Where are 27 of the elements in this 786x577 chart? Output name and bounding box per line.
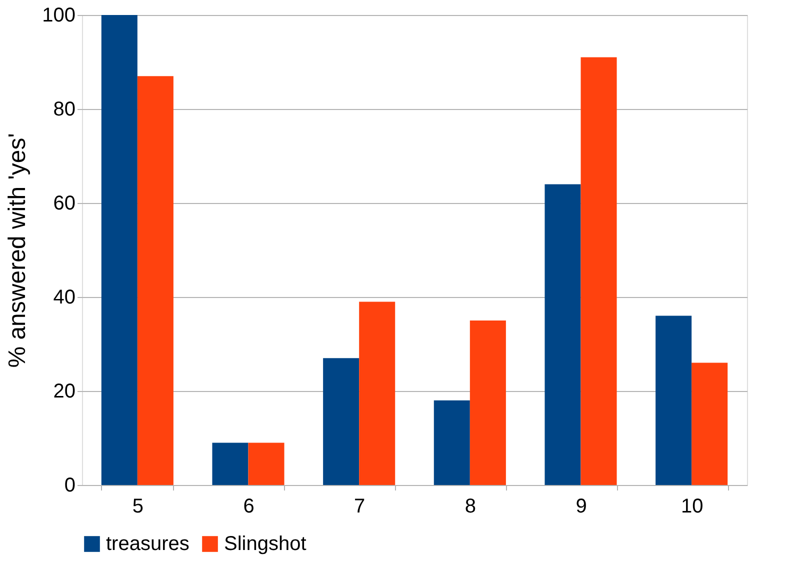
x-tick-label: 10 [680,496,704,518]
x-tick-label: 5 [132,496,144,518]
bar [580,57,617,485]
bar [656,316,692,485]
x-tick-label: 7 [354,496,366,518]
x-tick-label: 6 [243,496,254,518]
bar [212,442,248,485]
bar [359,302,396,485]
bar [101,15,138,485]
y-tick-label: 20 [53,380,76,402]
x-tick-label: 9 [576,496,587,518]
y-axis-title: % answered with 'yes' [4,133,32,368]
bar [470,320,506,485]
y-tick-label: 40 [53,286,76,308]
bar [323,358,360,485]
legend-label: treasures [106,533,190,555]
bar [544,184,581,485]
bar [248,442,284,485]
x-tick-label: 8 [464,496,476,518]
bar [692,362,728,485]
bar [137,76,174,485]
legend-label: Slingshot [224,533,307,555]
y-tick-label: 0 [64,474,76,496]
bar [434,400,470,485]
y-tick-label: 100 [42,4,76,26]
y-tick-label: 80 [53,98,76,120]
y-tick-label: 60 [53,192,76,214]
